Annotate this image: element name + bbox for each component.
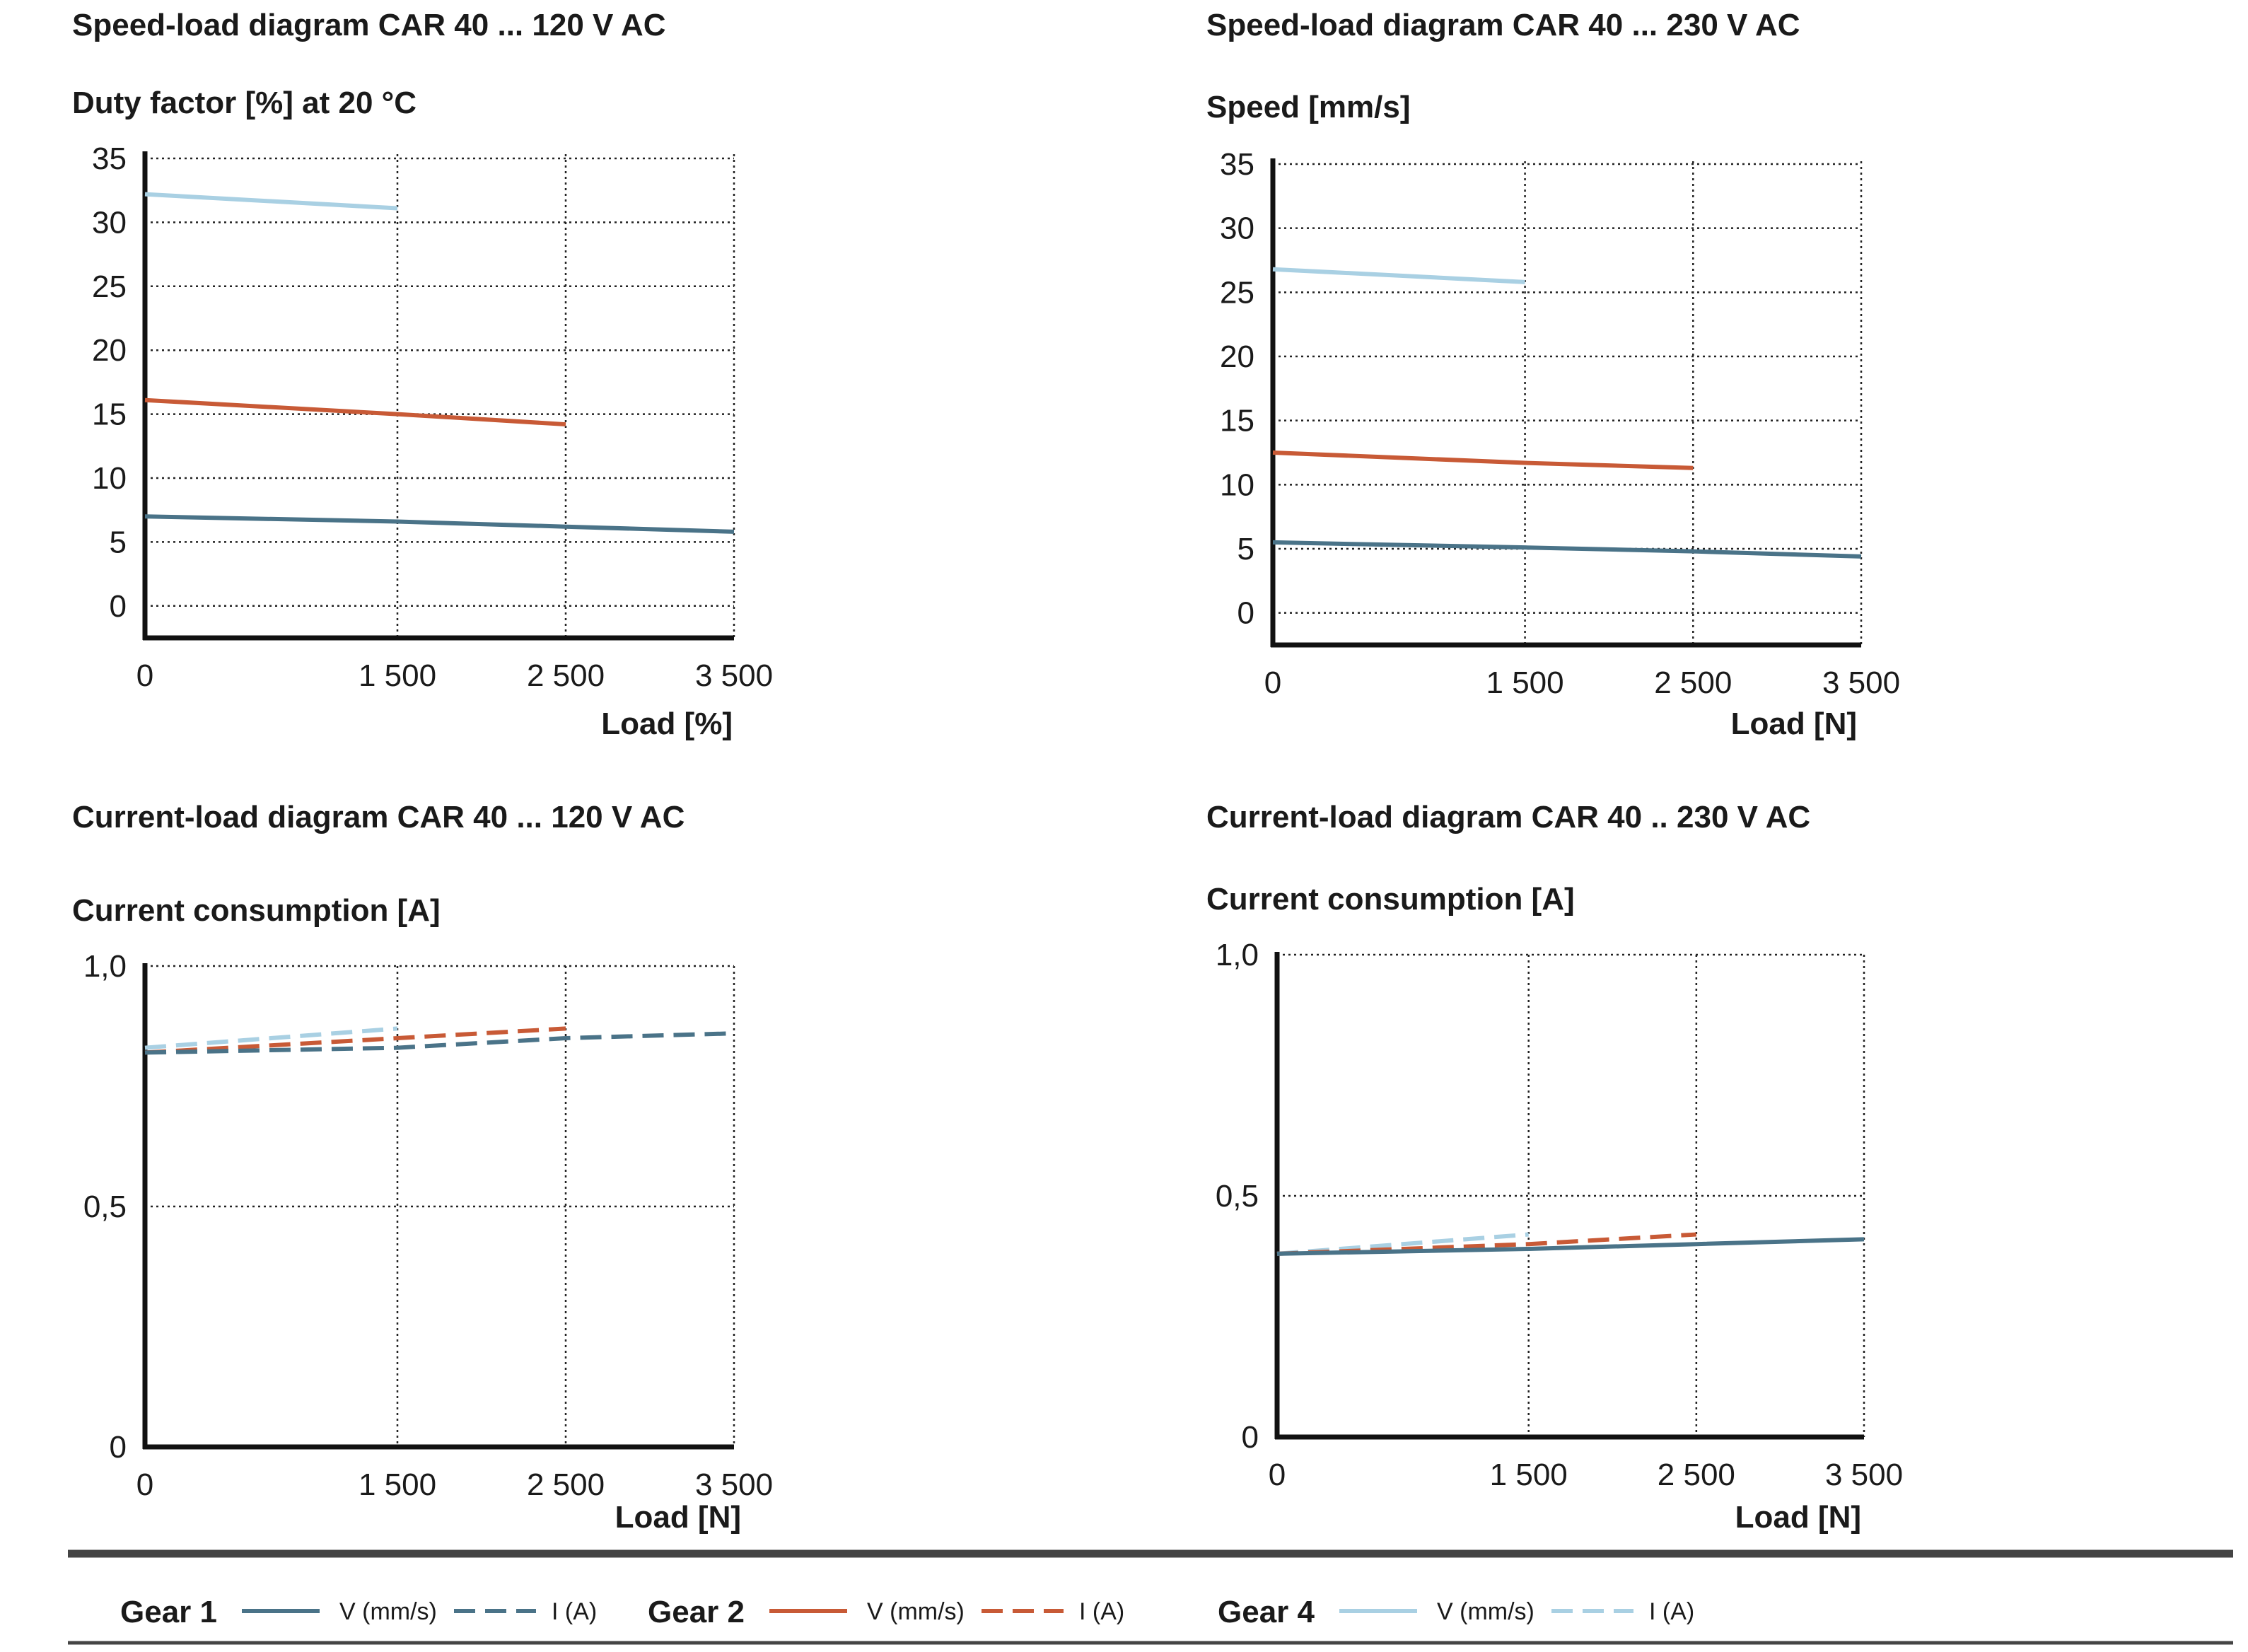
y-tick-label: 20 — [1220, 339, 1254, 374]
plot-area: 0 5 10 15 20 25 30 35 0 1 500 2 500 3 500 — [1220, 147, 1900, 700]
x-tick-label: 1 500 — [359, 658, 436, 693]
x-tick-label: 0 — [136, 1467, 153, 1502]
series-line-gear4-speed — [144, 192, 398, 211]
x-tick-label: 0 — [1264, 665, 1281, 700]
x-tick-label: 2 500 — [527, 1467, 605, 1502]
y-tick-label: 15 — [92, 397, 127, 432]
x-tick-label: 1 500 — [1486, 665, 1564, 700]
chart-current-120v: Current-load diagram CAR 40 ... 120 V AC… — [72, 800, 773, 1535]
series-line-gear1-speed — [144, 514, 735, 534]
series-line-gear4-speed — [1272, 267, 1525, 284]
chart-current-230v: Current-load diagram CAR 40 .. 230 V AC … — [1206, 800, 1903, 1535]
series-line-gear2-current — [144, 1026, 566, 1055]
y-tick-label: 5 — [1237, 532, 1254, 566]
chart-speed-120v: Speed-load diagram CAR 40 ... 120 V AC D… — [72, 8, 773, 741]
y-tick-label: 20 — [92, 333, 127, 368]
x-tick-label: 0 — [136, 658, 153, 693]
y-tick-label: 0 — [110, 589, 127, 624]
y-tick-label: 1,0 — [1216, 938, 1259, 972]
legend-solid-label: V (mm/s) — [867, 1598, 965, 1625]
y-tick-label: 10 — [92, 461, 127, 496]
chart-title: Speed-load diagram CAR 40 ... 230 V AC — [1206, 8, 1800, 42]
y-tick-label: 30 — [92, 205, 127, 240]
x-tick-label: 1 500 — [1490, 1458, 1568, 1492]
x-tick-label: 1 500 — [359, 1467, 436, 1502]
series-line-gear2-current — [1276, 1232, 1697, 1256]
legend-dashed-label: I (A) — [1649, 1598, 1694, 1625]
legend-gear-label: Gear 1 — [120, 1595, 217, 1629]
x-tick-label: 3 500 — [1825, 1458, 1903, 1492]
y-tick-label: 0 — [1242, 1420, 1259, 1455]
y-tick-label: 25 — [92, 269, 127, 304]
x-axis-label: Load [N] — [1735, 1500, 1861, 1535]
x-tick-label: 3 500 — [695, 658, 773, 693]
y-axis-label: Speed [mm/s] — [1206, 90, 1411, 124]
legend-gear-label: Gear 4 — [1218, 1595, 1315, 1629]
x-tick-label: 2 500 — [1654, 665, 1732, 700]
y-tick-label: 0,5 — [1216, 1179, 1259, 1214]
series-line-gear4-current — [144, 1026, 398, 1050]
legend-dashed-label: I (A) — [1079, 1598, 1124, 1625]
legend: Gear 1 V (mm/s) I (A) Gear 2 V (mm/s) I (A) Ge… — [120, 1595, 1694, 1629]
y-tick-label: 0,5 — [83, 1189, 127, 1224]
chart-title: Current-load diagram CAR 40 ... 120 V AC — [72, 800, 685, 834]
y-tick-label: 0 — [110, 1430, 127, 1465]
plot-area: 0 0,5 1,0 0 1 500 2 500 3 500 — [83, 949, 773, 1502]
x-tick-label: 2 500 — [1658, 1458, 1735, 1492]
series-line-gear2-speed — [1272, 450, 1694, 470]
legend-solid-label: V (mm/s) — [339, 1598, 437, 1625]
series-line-gear2-speed — [144, 397, 566, 427]
y-tick-label: 35 — [1220, 147, 1254, 182]
legend-solid-label: V (mm/s) — [1437, 1598, 1534, 1625]
chart-title: Current-load diagram CAR 40 .. 230 V AC — [1206, 800, 1810, 834]
y-tick-label: 25 — [1220, 275, 1254, 310]
y-axis-label: Duty factor [%] at 20 °C — [72, 86, 417, 120]
x-axis-label: Load [N] — [615, 1500, 741, 1535]
y-tick-label: 10 — [1220, 467, 1254, 502]
y-tick-label: 1,0 — [83, 949, 127, 984]
legend-dashed-label: I (A) — [552, 1598, 597, 1625]
chart-speed-230v: Speed-load diagram CAR 40 ... 230 V AC S… — [1206, 8, 1900, 741]
y-axis-label: Current consumption [A] — [1206, 882, 1575, 917]
plot-area: 0 0,5 1,0 0 1 500 2 500 3 500 — [1216, 938, 1903, 1492]
y-tick-label: 5 — [110, 525, 127, 559]
x-axis-label: Load [%] — [601, 706, 733, 741]
y-tick-label: 15 — [1220, 404, 1254, 438]
plot-area: 0 5 10 15 20 25 30 35 0 1 500 2 500 3 500 — [92, 141, 773, 693]
x-axis-label: Load [N] — [1731, 706, 1857, 741]
legend-gear-label: Gear 2 — [648, 1595, 745, 1629]
x-tick-label: 3 500 — [1822, 665, 1900, 700]
y-axis-label: Current consumption [A] — [72, 893, 441, 928]
x-tick-label: 3 500 — [695, 1467, 773, 1502]
series-line-gear1-current — [144, 1031, 735, 1055]
series-line-gear1-speed — [1276, 1237, 1865, 1256]
y-tick-label: 30 — [1220, 211, 1254, 246]
chart-title: Speed-load diagram CAR 40 ... 120 V AC — [72, 8, 666, 42]
series-line-gear1-speed — [1272, 540, 1862, 559]
x-tick-label: 2 500 — [527, 658, 605, 693]
y-tick-label: 0 — [1237, 596, 1254, 631]
x-tick-label: 0 — [1269, 1458, 1286, 1492]
y-tick-label: 35 — [92, 141, 127, 176]
